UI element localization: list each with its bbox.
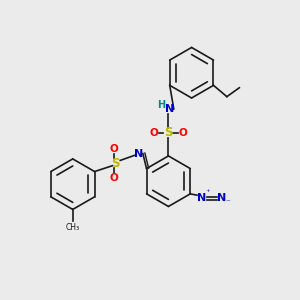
Text: N: N	[134, 148, 143, 159]
Text: N: N	[217, 193, 226, 203]
Text: N: N	[197, 193, 207, 203]
Text: CH₃: CH₃	[66, 223, 80, 232]
Text: O: O	[110, 172, 119, 183]
Text: S: S	[164, 126, 173, 139]
Text: ⁻: ⁻	[226, 198, 230, 207]
Text: N: N	[165, 104, 175, 114]
Text: S: S	[112, 157, 120, 170]
Text: O: O	[178, 128, 187, 138]
Text: O: O	[150, 128, 158, 138]
Text: H: H	[157, 100, 165, 110]
Text: O: O	[110, 144, 119, 154]
Text: ⁺: ⁺	[206, 188, 210, 197]
